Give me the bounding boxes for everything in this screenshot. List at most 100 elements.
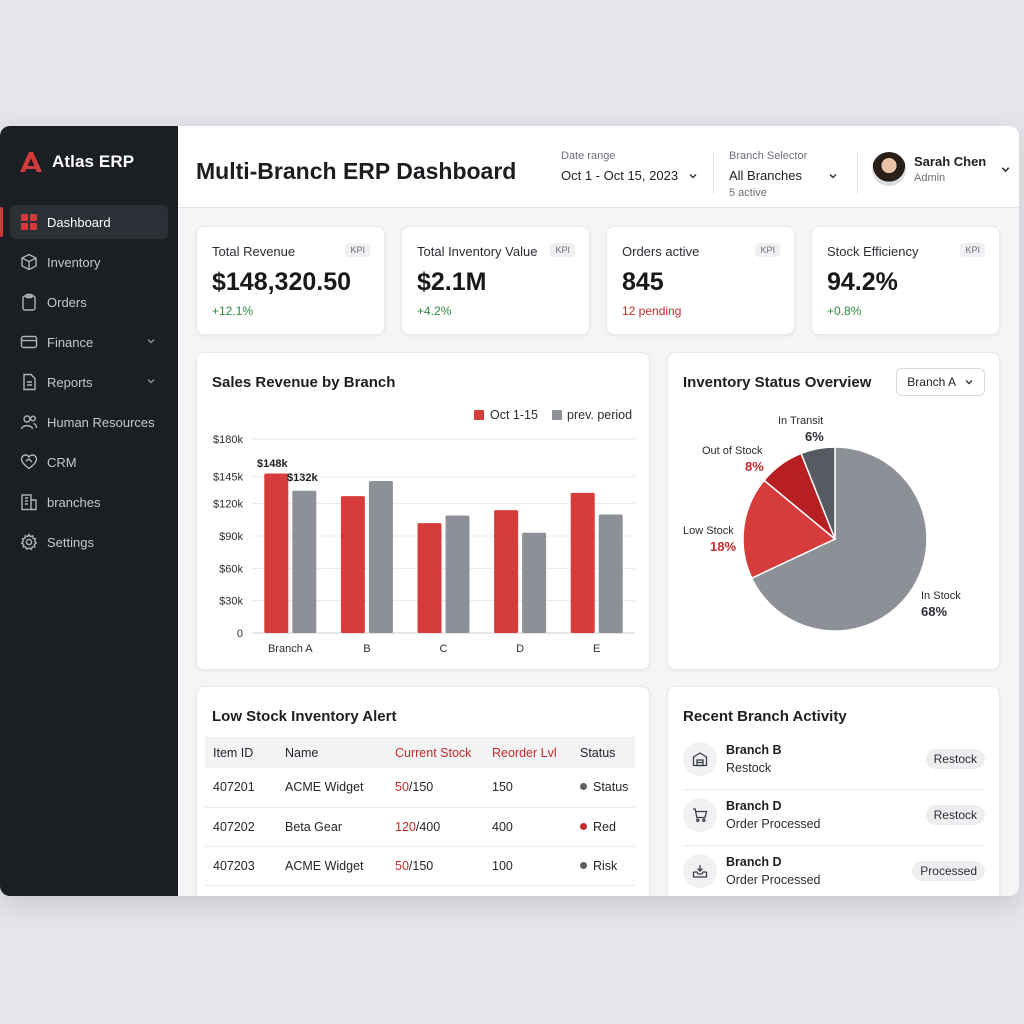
- column-header-reorder-level[interactable]: Reorder Lvl: [484, 737, 572, 768]
- bar-prev-d[interactable]: [522, 532, 547, 633]
- sidebar-item-crm[interactable]: CRM: [10, 445, 168, 479]
- bar-prev-branch-a[interactable]: [292, 490, 317, 633]
- kpi-delta: 12 pending: [622, 304, 682, 318]
- pie-label-out-of-stock: Out of Stock: [702, 445, 763, 457]
- stock-current: 50: [395, 780, 409, 795]
- pie-labels: In Transit 6% Out of Stock 8% Low Stock …: [683, 415, 961, 619]
- column-header-name[interactable]: Name: [277, 737, 387, 768]
- inbox-icon: [683, 854, 717, 888]
- sidebar-item-finance[interactable]: Finance: [10, 325, 168, 359]
- data-label-branch-a-current: $148k: [257, 458, 288, 470]
- logo[interactable]: Atlas ERP: [18, 150, 134, 174]
- sidebar-item-label: Settings: [47, 534, 94, 550]
- bar-marks: [264, 473, 623, 633]
- kpi-card-inventory-value[interactable]: Total Inventory Value KPI $2.1M +4.2%: [401, 226, 590, 335]
- cell-item-id: 407203: [205, 846, 277, 886]
- activity-action: Order Processed: [726, 817, 821, 831]
- pie-value-low-stock: 18%: [710, 539, 736, 554]
- y-tick-label: $120k: [213, 499, 243, 511]
- date-range-label: Date range: [561, 150, 616, 162]
- activity-badge: Restock: [925, 749, 985, 769]
- table-row[interactable]: 407201 ACME Widget 50/150 150 Status: [205, 768, 635, 808]
- legend-label-prev: prev. period: [567, 408, 632, 422]
- table-row[interactable]: 407202 Beta Gear 120/400 400 Red: [205, 807, 635, 847]
- sidebar-item-settings[interactable]: Settings: [10, 525, 168, 559]
- clipboard-icon: [20, 293, 38, 311]
- legend-swatch-current: [474, 410, 484, 420]
- bar-current-d[interactable]: [494, 510, 519, 633]
- kpi-badge: KPI: [960, 243, 985, 257]
- chevron-down-icon[interactable]: [146, 336, 156, 346]
- date-range-picker[interactable]: Date range Oct 1 - Oct 15, 2023: [561, 150, 698, 183]
- bar-current-c[interactable]: [417, 523, 442, 633]
- low-stock-title: Low Stock Inventory Alert: [212, 708, 397, 725]
- inventory-status-card: Inventory Status Overview Branch A In Tr…: [667, 352, 1000, 670]
- box-icon: [20, 253, 38, 271]
- cell-status: Status: [572, 768, 635, 808]
- kpi-label: Orders active: [622, 244, 700, 259]
- status-text: Red: [593, 819, 616, 834]
- bar-current-e[interactable]: [570, 492, 595, 633]
- page-title: Multi-Branch ERP Dashboard: [196, 158, 517, 184]
- column-header-item-id[interactable]: Item ID: [205, 737, 277, 768]
- column-header-current-stock[interactable]: Current Stock: [387, 737, 484, 768]
- sidebar-item-branches[interactable]: branches: [10, 485, 168, 519]
- cell-item-id: 407201: [205, 768, 277, 808]
- cell-reorder-level: 100: [484, 846, 572, 886]
- activity-item[interactable]: Branch D Order Processed Processed: [683, 847, 985, 896]
- user-menu[interactable]: Sarah Chen Admin: [872, 152, 1011, 186]
- bar-prev-e[interactable]: [598, 514, 623, 633]
- pie-slice-in-transit[interactable]: [800, 446, 836, 540]
- cell-status: Red: [572, 807, 635, 847]
- pie-slice-low-stock[interactable]: [742, 479, 837, 580]
- kpi-card-stock-efficiency[interactable]: Stock Efficiency KPI 94.2% +0.8%: [811, 226, 1000, 335]
- kpi-card-orders-active[interactable]: Orders active KPI 845 12 pending: [606, 226, 795, 335]
- user-name: Sarah Chen: [914, 154, 987, 169]
- stock-total: /150: [408, 780, 434, 795]
- chart-legend: Oct 1-15 prev. period: [474, 408, 632, 422]
- cell-current-stock: 50/150: [387, 768, 484, 808]
- branch-selector[interactable]: Branch Selector All Branches 5 active: [729, 150, 838, 199]
- chevron-down-icon: [965, 380, 973, 385]
- chevron-down-icon[interactable]: [146, 376, 156, 386]
- y-tick-label: 0: [237, 628, 243, 640]
- warehouse-icon: [683, 742, 717, 776]
- sidebar-item-label: Orders: [47, 294, 87, 310]
- kpi-card-total-revenue[interactable]: Total Revenue KPI $148,320.50 +12.1%: [196, 226, 385, 335]
- sidebar-item-reports[interactable]: Reports: [10, 365, 168, 399]
- sidebar-item-human-resources[interactable]: Human Resources: [10, 405, 168, 439]
- activity-item[interactable]: Branch B Restock Restock: [683, 735, 985, 790]
- card-icon: [20, 333, 38, 351]
- bar-prev-c[interactable]: [445, 515, 470, 633]
- sidebar-item-dashboard[interactable]: Dashboard: [0, 205, 168, 239]
- table-row[interactable]: 407203 ACME Widget 50/150 100 Risk: [205, 846, 635, 886]
- bar-prev-b[interactable]: [368, 481, 393, 633]
- legend-label-current: Oct 1-15: [490, 408, 538, 422]
- kpi-label: Total Inventory Value: [417, 244, 538, 259]
- cell-reorder-level: 150: [484, 768, 572, 808]
- column-header-status[interactable]: Status: [572, 737, 635, 768]
- pie-slice-in-stock[interactable]: [750, 446, 928, 632]
- status-text: Risk: [593, 858, 618, 873]
- activity-item[interactable]: Branch D Order Processed Restock: [683, 791, 985, 846]
- chevron-down-icon: [1001, 166, 1010, 172]
- header: Multi-Branch ERP Dashboard Date range Oc…: [178, 126, 1019, 208]
- inventory-status-title: Inventory Status Overview: [683, 374, 872, 391]
- bar-current-branch-a[interactable]: [264, 473, 289, 633]
- cell-status: Risk: [572, 846, 635, 886]
- app-window: Atlas ERP Dashboard Inventory Orders Fin…: [0, 126, 1019, 896]
- sidebar-item-inventory[interactable]: Inventory: [10, 245, 168, 279]
- select-value: Branch A: [907, 375, 956, 389]
- recent-activity-title: Recent Branch Activity: [683, 708, 847, 725]
- inventory-pie-chart: In Transit 6% Out of Stock 8% Low Stock …: [683, 415, 961, 632]
- cell-name: ACME Widget: [277, 768, 387, 808]
- sidebar-item-label: Inventory: [47, 254, 101, 270]
- building-icon: [20, 493, 38, 511]
- bar-current-b[interactable]: [340, 496, 365, 633]
- branch-a-select[interactable]: Branch A: [896, 368, 985, 396]
- legend-swatch-prev: [552, 410, 562, 420]
- sidebar-item-orders[interactable]: Orders: [10, 285, 168, 319]
- activity-action: Order Processed: [726, 873, 821, 887]
- stock-total: /400: [415, 819, 441, 834]
- status-dot: [580, 822, 587, 830]
